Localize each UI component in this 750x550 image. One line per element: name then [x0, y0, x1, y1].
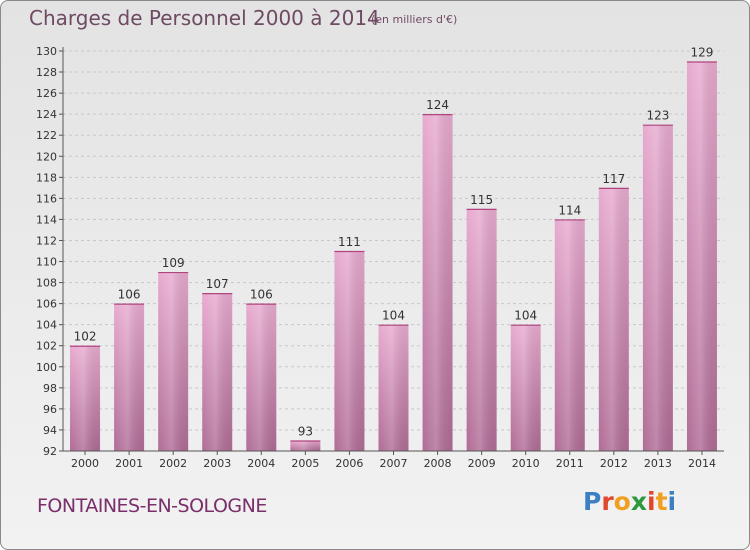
x-tick-label: 2013: [644, 457, 672, 470]
y-tick-label: 108: [36, 277, 57, 290]
x-tick-label: 2002: [159, 457, 187, 470]
y-tick-label: 96: [43, 403, 57, 416]
y-tick-label: 116: [36, 192, 57, 205]
proxiti-logo: Proxiti: [583, 487, 676, 516]
logo-letter: t: [655, 487, 668, 516]
x-tick-label: 2003: [203, 457, 231, 470]
x-tick-label: 2008: [424, 457, 452, 470]
bar-value-label: 106: [118, 288, 141, 302]
y-tick-label: 110: [36, 256, 57, 269]
bar-value-label: 93: [298, 424, 313, 438]
y-tick-label: 124: [36, 108, 57, 121]
logo-letter: x: [630, 487, 647, 516]
bar-sheen: [466, 208, 497, 451]
bar-value-label: 109: [162, 256, 185, 270]
logo-letter: r: [601, 487, 614, 516]
bar-sheen: [290, 440, 321, 451]
bar-value-label: 104: [514, 309, 537, 323]
y-tick-label: 100: [36, 361, 57, 374]
bar-value-label: 111: [338, 235, 361, 249]
x-tick-label: 2014: [688, 457, 716, 470]
bar-value-label: 107: [206, 277, 229, 291]
y-tick-label: 128: [36, 66, 57, 79]
x-tick-label: 2010: [512, 457, 540, 470]
y-tick-label: 104: [36, 319, 57, 332]
x-tick-label: 2011: [556, 457, 584, 470]
bar-sheen: [158, 272, 189, 451]
x-tick-label: 2009: [468, 457, 496, 470]
bar-sheen: [642, 124, 673, 452]
y-tick-label: 122: [36, 129, 57, 142]
bar-sheen: [510, 324, 541, 451]
bar-sheen: [598, 187, 629, 451]
x-tick-label: 2001: [115, 457, 143, 470]
town-name: FONTAINES-EN-SOLOGNE: [37, 495, 267, 517]
y-tick-label: 102: [36, 340, 57, 353]
bar-sheen: [686, 61, 717, 452]
y-tick-label: 114: [36, 213, 57, 226]
bar-sheen: [554, 219, 585, 451]
logo-letter: i: [667, 487, 677, 516]
bar-value-label: 124: [426, 98, 449, 112]
bar-value-label: 106: [250, 288, 273, 302]
y-tick-label: 106: [36, 298, 57, 311]
logo-letter: o: [613, 487, 631, 516]
y-tick-label: 92: [43, 445, 57, 458]
x-tick-label: 2005: [291, 457, 319, 470]
y-tick-label: 118: [36, 171, 57, 184]
x-tick-label: 2012: [600, 457, 628, 470]
chart-subtitle: (en milliers d'€): [371, 13, 458, 26]
x-tick-label: 2000: [71, 457, 99, 470]
bar-value-label: 104: [382, 309, 405, 323]
bar-value-label: 117: [602, 172, 625, 186]
bar-value-label: 129: [691, 46, 714, 60]
bar-sheen: [70, 345, 101, 451]
y-tick-label: 94: [43, 424, 57, 437]
bar-sheen: [422, 114, 453, 451]
bar-sheen: [114, 303, 145, 451]
y-tick-label: 130: [36, 45, 57, 58]
y-tick-label: 112: [36, 234, 57, 247]
logo-letter: i: [647, 487, 656, 516]
chart-title: Charges de Personnel 2000 à 2014: [29, 6, 380, 30]
bar-sheen: [334, 251, 365, 451]
bar-sheen: [202, 293, 233, 451]
bar-sheen: [246, 303, 277, 451]
x-tick-label: 2006: [335, 457, 363, 470]
logo-letter: P: [583, 487, 602, 516]
bar-value-label: 115: [470, 193, 493, 207]
bar-value-label: 114: [558, 203, 581, 217]
bar-value-label: 123: [646, 109, 669, 123]
y-tick-label: 98: [43, 382, 57, 395]
y-tick-label: 120: [36, 150, 57, 163]
bar-value-label: 102: [74, 330, 97, 344]
x-tick-label: 2007: [380, 457, 408, 470]
x-tick-label: 2004: [247, 457, 275, 470]
bar-sheen: [378, 324, 409, 451]
y-tick-label: 126: [36, 87, 57, 100]
